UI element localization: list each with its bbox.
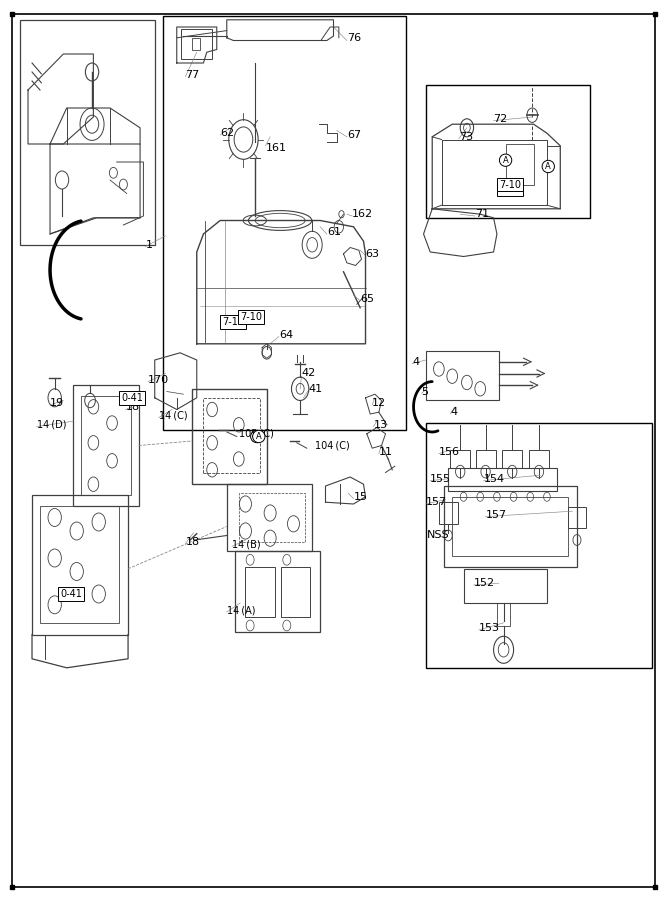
Text: 64: 64 [279,329,293,340]
Text: 62: 62 [220,128,234,139]
Bar [227,484,312,551]
Text: 11: 11 [379,446,393,457]
Text: 104 (C): 104 (C) [315,440,350,451]
Bar [426,351,499,400]
Text: 65: 65 [360,293,374,304]
Text: 77: 77 [185,69,199,80]
Bar [529,450,549,468]
Bar [439,502,458,524]
Text: 0-41: 0-41 [121,392,143,403]
Text: 72: 72 [494,113,508,124]
Bar [568,507,586,528]
Text: NSS: NSS [427,530,450,541]
Bar [426,86,590,218]
Text: 12: 12 [372,398,386,409]
Bar [32,495,128,634]
Text: 7-10: 7-10 [499,179,521,190]
Bar [448,468,557,490]
Text: 67: 67 [347,130,361,140]
Text: 162: 162 [352,209,374,220]
Text: 18: 18 [185,536,199,547]
Text: 13: 13 [374,419,388,430]
Text: 155: 155 [430,473,451,484]
Bar [452,497,568,556]
Text: 63: 63 [366,248,380,259]
Bar [181,29,212,58]
Text: 170: 170 [148,374,169,385]
Bar [20,20,155,245]
Text: 7-10: 7-10 [499,184,521,194]
Text: 7-10: 7-10 [222,317,244,328]
Text: 14 (D): 14 (D) [37,419,66,430]
Text: A: A [503,156,508,165]
Text: 15: 15 [354,491,368,502]
Text: 156: 156 [439,446,460,457]
Text: 161: 161 [265,142,286,153]
Bar [40,506,119,623]
Text: 19: 19 [50,398,64,409]
Text: 157: 157 [486,509,507,520]
Bar [450,450,470,468]
Bar [281,567,310,616]
Text: 0-41: 0-41 [60,589,82,599]
Text: 4: 4 [412,356,420,367]
Text: 71: 71 [475,209,489,220]
Text: 153: 153 [479,623,500,634]
Text: 18: 18 [125,401,139,412]
Text: 14 (A): 14 (A) [227,605,255,616]
Text: 14 (B): 14 (B) [232,539,261,550]
Bar [235,551,320,632]
Text: 41: 41 [308,383,322,394]
Text: A: A [256,432,261,441]
Text: 1: 1 [145,239,152,250]
Bar [444,486,577,567]
Bar [497,603,510,625]
Text: 14 (C): 14 (C) [159,410,187,421]
Text: A: A [254,432,259,441]
Bar [163,16,406,430]
Text: 154: 154 [484,473,505,484]
Bar [192,389,267,484]
Text: 157: 157 [426,497,447,508]
Text: 61: 61 [327,227,341,238]
Bar [502,450,522,468]
Text: 73: 73 [459,131,473,142]
Text: 76: 76 [347,32,361,43]
Bar [464,569,547,603]
Bar [426,423,652,668]
Text: A: A [546,162,551,171]
Bar [203,398,260,472]
Text: 7-10: 7-10 [240,311,262,322]
Bar [81,396,131,495]
Text: 42: 42 [301,368,315,379]
Bar [245,567,275,616]
Text: 105 (C): 105 (C) [239,428,273,439]
Text: 5: 5 [422,386,428,397]
Bar [73,385,139,506]
Bar [476,450,496,468]
Text: 4: 4 [450,407,458,418]
Bar [506,144,534,184]
Bar [239,493,305,542]
Text: 152: 152 [474,578,495,589]
Bar [192,38,200,50]
